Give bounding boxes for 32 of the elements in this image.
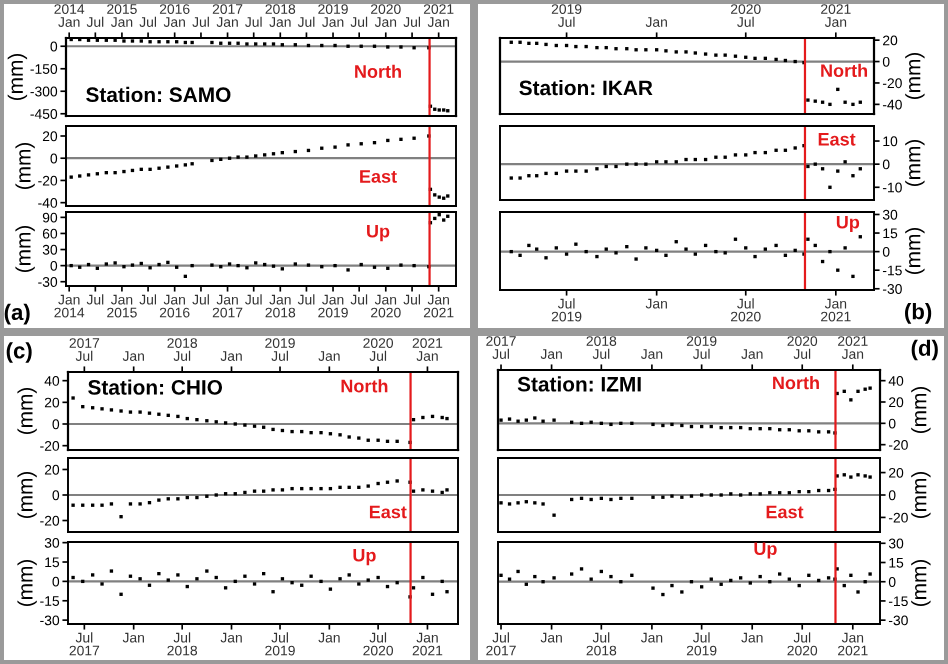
annotation: Up (754, 542, 777, 559)
annotation: Up (353, 549, 376, 566)
y-axis-title: (mm) (15, 226, 35, 272)
annotation: Station: IZMI (517, 376, 641, 392)
annotation: Station: CHIO (88, 379, 223, 395)
annotation: East (818, 133, 856, 146)
y2-axis-title: (mm) (905, 140, 925, 186)
y2-axis-title: (mm) (905, 228, 925, 274)
y-axis-title: (mm) (7, 54, 28, 100)
y-axis-title: (mm) (17, 388, 37, 434)
y-axis-title: (mm) (17, 560, 37, 606)
annotation: Up (367, 224, 390, 242)
annotation: North (341, 379, 388, 393)
annotation: North (773, 375, 819, 390)
y-axis-title: (mm) (15, 143, 35, 189)
y-axis-title: (mm) (17, 472, 37, 518)
y2-axis-title: (mm) (911, 472, 931, 518)
annotation: North (821, 63, 868, 78)
y2-axis-title: (mm) (905, 53, 925, 99)
annotation: East (360, 170, 397, 183)
annotation: East (766, 505, 804, 519)
y2-axis-title: (mm) (911, 387, 931, 433)
annotation: Station: IKAR (519, 79, 653, 96)
text: (c) (6, 342, 32, 363)
text: (d) (911, 339, 938, 361)
y2-axis-title: (mm) (911, 560, 931, 606)
annotation: East (369, 505, 407, 519)
annotation: Station: SAMO (86, 86, 231, 103)
annotation: Up (836, 215, 860, 233)
text: (a) (4, 303, 30, 325)
annotation: North (355, 64, 401, 78)
text: (b) (905, 303, 932, 324)
